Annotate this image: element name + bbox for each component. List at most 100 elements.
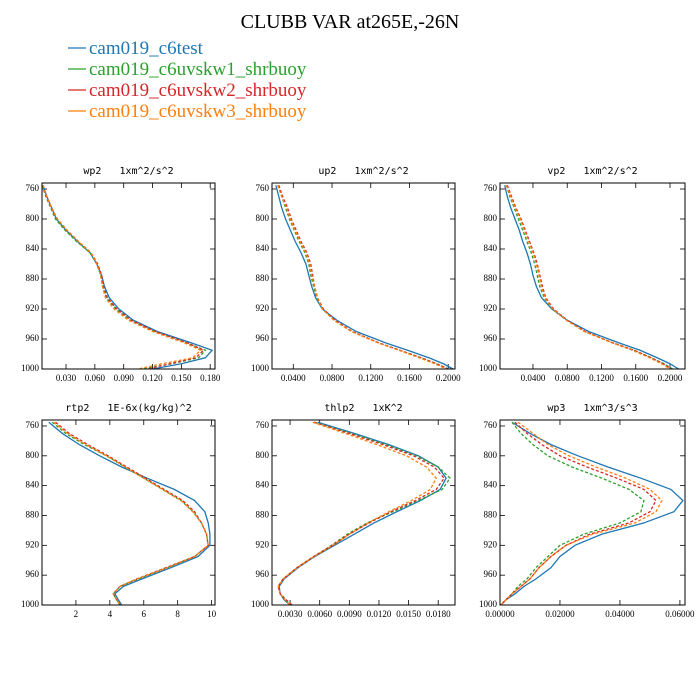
y-tick-label: 760 (484, 183, 498, 193)
plot-frame (41, 182, 216, 370)
profile-line (42, 185, 205, 370)
chart-title: CLUBB VAR at265E,-26N (241, 11, 460, 33)
y-tick-label: 840 (256, 480, 270, 490)
x-tick-label: 0.1200 (358, 373, 383, 383)
y-tick-label: 920 (256, 303, 270, 313)
x-tick-label: 10 (207, 609, 217, 619)
panel-title: vp2 1xm^2/s^2 (547, 166, 637, 177)
profile-line (500, 421, 657, 606)
y-tick-label: 960 (484, 333, 498, 343)
y-tick-label: 920 (256, 539, 270, 549)
profile-line (504, 185, 679, 370)
y-tick-label: 920 (484, 303, 498, 313)
x-tick-label: 0.06000 (665, 609, 695, 619)
y-tick-label: 760 (26, 420, 40, 430)
profile-line (505, 185, 671, 370)
y-tick-label: 960 (256, 569, 270, 579)
profile-line (275, 185, 454, 370)
y-tick-label: 920 (26, 539, 40, 549)
y-tick-label: 840 (26, 480, 40, 490)
x-tick-label: 2 (74, 609, 79, 619)
x-tick-label: 0.0030 (278, 609, 303, 619)
x-tick-label: 6 (142, 609, 147, 619)
profile-line (277, 185, 449, 370)
panel-title: rtp2 1E-6x(kg/kg)^2 (65, 403, 191, 414)
y-tick-label: 1000 (479, 599, 498, 609)
y-tick-label: 880 (26, 510, 40, 520)
panel-title: thlp2 1xK^2 (324, 403, 402, 414)
y-tick-label: 880 (484, 273, 498, 283)
y-tick-label: 1000 (479, 363, 498, 373)
y-tick-label: 800 (26, 213, 40, 223)
legend-label: cam019_c6uvskw3_shrbuoy (89, 101, 307, 122)
y-tick-label: 760 (26, 183, 40, 193)
y-tick-label: 880 (26, 273, 40, 283)
x-tick-label: 0.1200 (589, 373, 614, 383)
panel-title: up2 1xm^2/s^2 (318, 166, 408, 177)
y-tick-label: 1000 (21, 363, 40, 373)
x-tick-label: 0.2000 (658, 373, 683, 383)
y-tick-label: 960 (256, 333, 270, 343)
profile-line (506, 185, 673, 370)
profile-line (278, 185, 449, 370)
plot-frame (41, 419, 216, 606)
x-tick-label: 0.150 (171, 373, 192, 383)
profile-line (53, 421, 209, 606)
y-tick-label: 800 (484, 213, 498, 223)
x-tick-label: 0.120 (142, 373, 163, 383)
x-tick-label: 0.090 (114, 373, 135, 383)
profile-line (277, 421, 438, 606)
y-tick-label: 1000 (21, 599, 40, 609)
y-tick-label: 920 (26, 303, 40, 313)
panel-title: wp2 1xm^2/s^2 (83, 166, 173, 177)
y-tick-label: 920 (484, 539, 498, 549)
x-tick-label: 0.04000 (605, 609, 635, 619)
x-tick-label: 4 (108, 609, 113, 619)
x-tick-label: 0.0800 (555, 373, 580, 383)
y-tick-label: 840 (26, 243, 40, 253)
y-tick-label: 880 (256, 510, 270, 520)
x-tick-label: 0.0800 (320, 373, 345, 383)
x-tick-label: 0.030 (56, 373, 77, 383)
x-tick-label: 0.0090 (337, 609, 362, 619)
y-tick-label: 760 (256, 420, 270, 430)
profile-line (500, 421, 684, 606)
x-tick-label: 0.1600 (623, 373, 648, 383)
x-tick-label: 0.0400 (521, 373, 546, 383)
y-tick-label: 840 (484, 480, 498, 490)
y-tick-label: 840 (256, 243, 270, 253)
y-tick-label: 800 (256, 213, 270, 223)
profile-line (42, 185, 214, 370)
profile-line (505, 185, 673, 370)
y-tick-label: 840 (484, 243, 498, 253)
legend-label: cam019_c6uvskw1_shrbuoy (89, 59, 307, 80)
panel-title: wp3 1xm^3/s^3 (547, 403, 637, 414)
x-tick-label: 0.2000 (436, 373, 461, 383)
legend-label: cam019_c6uvskw2_shrbuoy (89, 80, 307, 101)
profile-line (500, 421, 645, 606)
x-tick-label: 0.1600 (397, 373, 422, 383)
x-tick-label: 0.0120 (367, 609, 392, 619)
profile-line (500, 421, 663, 606)
legend-label: cam019_c6test (89, 38, 204, 59)
profile-line (55, 421, 209, 606)
plot-frame (271, 182, 456, 370)
y-tick-label: 1000 (251, 599, 270, 609)
x-tick-label: 0.0180 (426, 609, 451, 619)
y-tick-label: 760 (256, 183, 270, 193)
y-tick-label: 800 (26, 450, 40, 460)
x-tick-label: 0.060 (85, 373, 106, 383)
x-tick-label: 0.0060 (307, 609, 332, 619)
profile-line (51, 421, 209, 606)
profile-line (277, 421, 451, 606)
y-tick-label: 960 (26, 569, 40, 579)
x-tick-label: 0.02000 (545, 609, 575, 619)
y-tick-label: 760 (484, 420, 498, 430)
y-tick-label: 880 (256, 273, 270, 283)
y-tick-label: 960 (484, 569, 498, 579)
x-tick-label: 8 (175, 609, 180, 619)
plot-frame (499, 182, 686, 370)
plot-frame (271, 419, 456, 606)
y-tick-label: 960 (26, 333, 40, 343)
